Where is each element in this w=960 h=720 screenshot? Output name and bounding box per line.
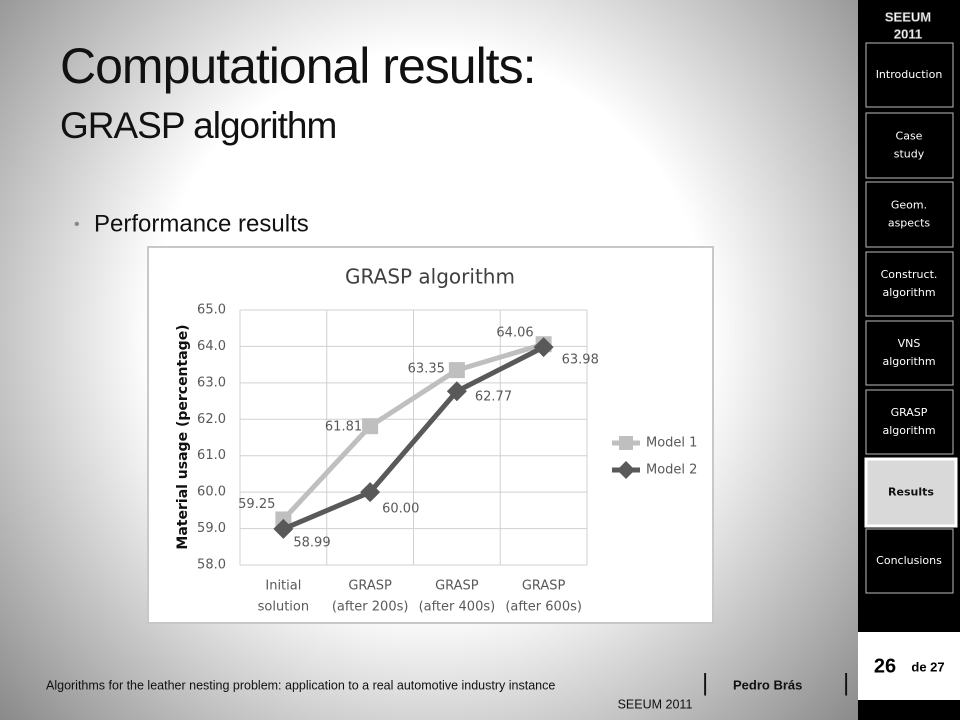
- data-label: 63.98: [562, 353, 599, 368]
- x-tick-label: (after 600s): [505, 600, 582, 615]
- legend-label: Model 1: [646, 436, 697, 451]
- nav-label: GRASP: [891, 406, 928, 419]
- page-total: de 27: [911, 659, 944, 674]
- nav-button: [865, 42, 954, 108]
- logo: SEEUM: [885, 9, 931, 24]
- y-tick-label: 63.0: [197, 375, 226, 390]
- page-number: 26: [874, 655, 896, 677]
- sidebar: SEEUM 2011 de 27 26 Introduction Case stud…: [858, 0, 960, 720]
- footer-author: Pedro Brás: [733, 677, 802, 692]
- footer-text: Algorithms for the leather nesting probl…: [46, 678, 555, 692]
- chart-title: GRASP algorithm: [345, 265, 515, 289]
- data-label: 62.77: [475, 390, 512, 405]
- nav-button: [865, 251, 954, 317]
- nav-button: [864, 457, 958, 528]
- nav-button: [865, 528, 954, 594]
- slide-title: Computational results:: [60, 38, 535, 94]
- nav-label: Results: [888, 486, 934, 499]
- point: [446, 381, 467, 402]
- data-label: 58.99: [293, 535, 330, 550]
- nav-label: Construct.: [881, 268, 938, 281]
- legend-marker: [617, 461, 635, 479]
- footer-separator: |: [843, 669, 849, 696]
- series-line: [281, 341, 545, 522]
- logo: 2011: [894, 26, 922, 41]
- nav-label: Case: [896, 130, 923, 143]
- point: [533, 337, 554, 358]
- y-tick-label: 59.0: [197, 521, 226, 536]
- x-tick-label: Initial: [265, 579, 301, 594]
- point: [360, 482, 381, 503]
- y-tick-label: 65.0: [197, 303, 226, 318]
- bullet: Performance results: [94, 210, 309, 237]
- nav-button: [865, 389, 954, 455]
- y-tick-label: 60.0: [197, 485, 226, 500]
- point: [362, 418, 379, 435]
- nav-button: [865, 112, 954, 179]
- point: [448, 362, 465, 379]
- y-tick-label: 58.0: [197, 558, 226, 573]
- x-tick-label: GRASP: [522, 579, 566, 594]
- x-tick-label: (after 400s): [419, 600, 496, 615]
- nav-button: [865, 181, 954, 248]
- point: [273, 518, 294, 539]
- slide-subtitle: GRASP algorithm: [60, 105, 336, 146]
- legend-marker: [619, 436, 633, 450]
- bullet-dot: •: [74, 216, 80, 233]
- footer-separator: |: [702, 669, 708, 696]
- nav-label: aspects: [888, 217, 931, 230]
- x-tick-label: GRASP: [435, 579, 479, 594]
- nav-label: algorithm: [882, 355, 935, 368]
- legend-label: Model 2: [646, 463, 697, 478]
- data-label: 60.00: [382, 502, 419, 517]
- x-tick-label: (after 200s): [332, 600, 409, 615]
- y-tick-label: 64.0: [197, 339, 226, 354]
- page-box: [858, 632, 960, 700]
- data-label: 63.35: [408, 362, 445, 377]
- nav-label: VNS: [898, 337, 921, 350]
- chart-panel: [147, 246, 714, 624]
- data-label: 61.81: [325, 420, 362, 435]
- x-tick-label: GRASP: [348, 579, 392, 594]
- footer-event: SEEUM 2011: [618, 697, 693, 711]
- data-label: 64.06: [496, 326, 533, 341]
- nav-label: Conclusions: [876, 554, 942, 567]
- y-axis-label: Material usage (percentage): [175, 324, 191, 549]
- chart: GRASP algorithm Material usage (percenta…: [147, 246, 714, 624]
- nav-label: study: [894, 148, 925, 161]
- y-tick-label: 62.0: [197, 412, 226, 427]
- nav-label: Geom.: [891, 199, 927, 212]
- y-tick-label: 61.0: [197, 448, 226, 463]
- x-tick-label: solution: [258, 600, 309, 615]
- data-label: 59.25: [238, 497, 275, 512]
- nav-label: Introduction: [876, 68, 943, 81]
- nav-button: [865, 320, 954, 386]
- nav-label: algorithm: [882, 286, 935, 299]
- series-line: [282, 344, 545, 532]
- nav-label: algorithm: [882, 424, 935, 437]
